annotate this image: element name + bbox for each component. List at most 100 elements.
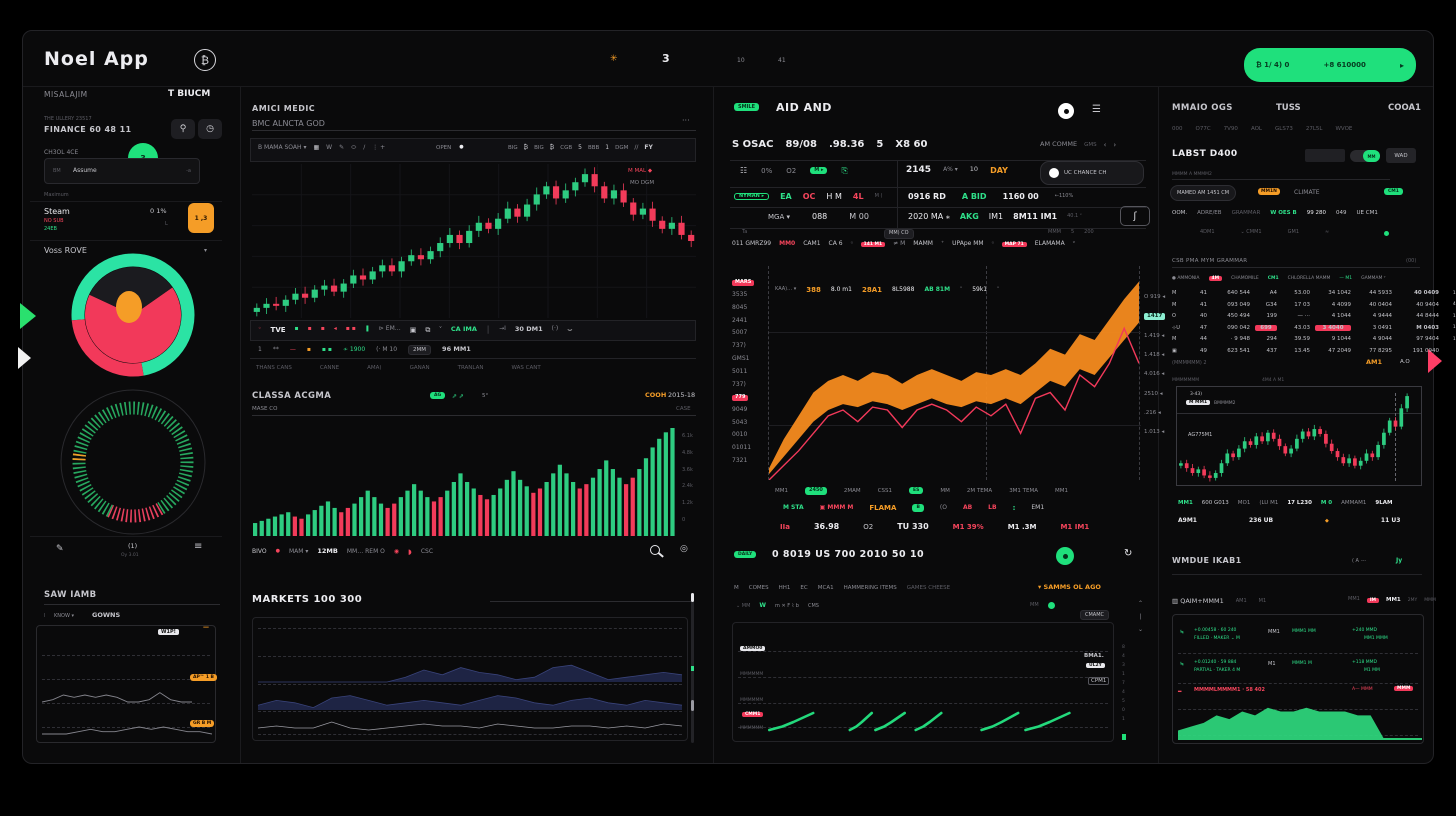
notification-count[interactable]: 3 xyxy=(662,52,670,65)
y-tick: 737) xyxy=(732,380,746,388)
scrollbar-thumb[interactable] xyxy=(691,593,694,602)
watch-sub3[interactable]: GOWNS xyxy=(92,611,121,619)
sort-label[interactable]: ▾ SAMMS OL AGO xyxy=(1038,583,1101,591)
add-icon[interactable] xyxy=(1056,547,1074,565)
amount-button[interactable]: 1 ,3 xyxy=(188,203,214,233)
edit-icon[interactable]: ✎ xyxy=(56,544,64,554)
chip-map[interactable]: MAP 71 xyxy=(1001,241,1027,248)
shape-icon[interactable]: ⬭ xyxy=(351,144,357,151)
search-input[interactable]: BM Assume -a xyxy=(44,158,200,184)
table-row[interactable]: M 41 640 544 A4 53.00 34 1042 44 5933 40 0409 1 … xyxy=(1172,288,1456,299)
more-dots-icon[interactable]: ··· xyxy=(682,116,690,125)
table-row[interactable]: ⊹U 47 090 042 699 43.03 3 4040 3 0491 M 0403 1 8 xyxy=(1172,323,1456,334)
tab-m[interactable]: M xyxy=(734,585,739,591)
cta-arrow-icon: ▸ xyxy=(1399,60,1404,70)
paste-icon[interactable]: ⎘ xyxy=(841,166,848,175)
filter-mam[interactable]: MAM ▾ xyxy=(288,547,309,555)
search-icon[interactable] xyxy=(650,545,664,558)
chart-footer-bar xyxy=(250,320,696,341)
sidebar-item-voss[interactable]: Voss ROVE xyxy=(44,246,87,255)
oom-label: OOM. xyxy=(1172,210,1188,216)
cta-button[interactable]: ₿ 1∕ 4) 0 +8 610000 ▸ xyxy=(1244,48,1416,82)
clock-icon[interactable]: ◷ xyxy=(198,119,222,139)
next-icon[interactable]: › xyxy=(1113,141,1117,149)
edge-marker-green[interactable] xyxy=(20,303,36,329)
toggle-switch[interactable]: MM xyxy=(1350,150,1380,162)
menu-icon[interactable]: ≡ xyxy=(194,541,203,552)
chip-cmamc[interactable]: CMAMC xyxy=(1080,610,1110,620)
edge-marker-white[interactable] xyxy=(18,347,31,369)
mini-candlestick-chart[interactable] xyxy=(1178,390,1410,484)
edge-marker-red[interactable] xyxy=(1428,349,1442,373)
filter-12mb[interactable]: 12MB xyxy=(317,547,338,556)
tab-mca[interactable]: MCA1 xyxy=(817,585,834,591)
ca-ima-label[interactable]: CA IMA xyxy=(450,324,477,333)
chevron-down-icon[interactable]: ▾ xyxy=(204,247,208,254)
filter-bivo[interactable]: BIVO xyxy=(252,547,267,555)
x-flag[interactable]: 2450 xyxy=(805,487,827,495)
input-tag: BM xyxy=(53,168,61,174)
green-chip[interactable]: CM1 xyxy=(1384,188,1403,195)
legend-green: CHLORELLA MAMM xyxy=(1287,276,1331,281)
copy-icon[interactable]: ⧉ xyxy=(425,325,431,334)
prev-icon[interactable]: ‹ xyxy=(1103,141,1107,149)
mga-select[interactable]: MGA ▾ xyxy=(768,212,790,221)
signature-button[interactable]: ʃ xyxy=(1120,206,1150,226)
filter-csc[interactable]: CSC xyxy=(420,547,434,555)
draw-icon[interactable]: ✎ xyxy=(339,144,345,151)
tf-label[interactable]: FY xyxy=(644,144,653,151)
account-pill[interactable]: MAMED AM 1451 CM xyxy=(1170,185,1237,201)
mini-scroll-icons[interactable]: ⌃ ❘ ⌄ xyxy=(1138,600,1144,633)
nyman-pill[interactable]: NYMAN ▸ xyxy=(734,192,770,201)
range-label[interactable]: 30 DM1 xyxy=(514,324,543,333)
buy-pill[interactable]: M ▸ xyxy=(810,166,828,175)
ohlc-label: BIG xyxy=(508,145,518,152)
tick-down: ▪ xyxy=(320,325,325,333)
main-candlestick-chart[interactable] xyxy=(252,164,696,318)
grid-icon[interactable]: ▦ xyxy=(313,144,320,151)
refresh-icon[interactable]: ↻ xyxy=(1124,548,1133,559)
wad-button[interactable]: WAD xyxy=(1386,148,1416,163)
panel-icon[interactable]: ▣ xyxy=(409,325,417,334)
mini-input[interactable] xyxy=(1305,149,1345,162)
watch-sub2[interactable]: KNOW ▾ xyxy=(54,613,74,619)
tab-items[interactable]: HAMMERING ITEMS xyxy=(843,585,897,591)
table-row[interactable]: O 40 450 494 199 — ··· 4 1044 4 9444 44 8444 1 8 xyxy=(1172,311,1456,322)
filter-icon[interactable]: ☷ xyxy=(740,166,748,175)
panel-title: AID AND xyxy=(776,101,832,114)
ca6: CA 6 xyxy=(828,240,843,247)
tab-comes[interactable]: COMES xyxy=(748,585,769,591)
more-icon[interactable]: ⋮ + xyxy=(372,144,386,151)
orange-chip[interactable]: MM1N xyxy=(1258,188,1280,195)
tab-games[interactable]: GAMES CHEESE xyxy=(906,585,951,591)
volume-bar-chart[interactable] xyxy=(252,424,676,536)
refresh-icon[interactable]: ◎ xyxy=(680,544,688,554)
feed-filter[interactable]: ▥ QAIM+MMM1 xyxy=(1172,597,1224,605)
tab-ec[interactable]: EC xyxy=(800,585,808,591)
wand-icon[interactable]: ⚲ xyxy=(171,119,195,139)
chip-2mm[interactable]: 2MM xyxy=(408,345,432,356)
table-row[interactable]: M 41 093 049 G34 17 03 4 4099 40 0404 40 9404 4 … xyxy=(1172,300,1456,311)
pct-select[interactable]: A% ▾ xyxy=(943,165,958,173)
line-icon[interactable]: ∕ xyxy=(363,144,366,151)
band-area-chart[interactable] xyxy=(769,270,1139,480)
day-label[interactable]: DAY xyxy=(990,165,1008,175)
record-icon[interactable] xyxy=(1058,103,1074,119)
scrollbar-thumb-2[interactable] xyxy=(691,700,694,711)
table-cell: 40 xyxy=(1200,313,1207,320)
y-tick: O 919 ◂ xyxy=(1144,294,1166,300)
side-icon: ≒ xyxy=(1180,662,1184,667)
log-line-2: PARTIAL · TAKER 4 M xyxy=(1194,668,1241,673)
table-row[interactable]: ▣ 49 623 541 437 13.45 47 2049 77 8295 191 0940… xyxy=(1172,346,1456,357)
curve-icon[interactable]: ⌣ xyxy=(567,325,573,334)
table-cell: 47 2049 xyxy=(1328,347,1351,354)
table-row[interactable]: M 44 · 9 948 294 39.59 9 1044 4 9044 97 9404 1 8 xyxy=(1172,334,1456,345)
tab-hh[interactable]: HH1 xyxy=(778,585,791,591)
goto-icon[interactable]: →I xyxy=(499,325,506,333)
symbol-select[interactable]: B MAMA SOAH ▾ xyxy=(258,144,307,151)
series-select[interactable]: KAA)… ▾ xyxy=(775,286,797,293)
menu-icon[interactable]: ☰ xyxy=(1092,104,1101,115)
interval-w[interactable]: W xyxy=(326,144,333,151)
chance-button[interactable]: UC CHANCE CH xyxy=(1040,161,1144,185)
chip-141[interactable]: 141 M1 xyxy=(860,241,886,248)
